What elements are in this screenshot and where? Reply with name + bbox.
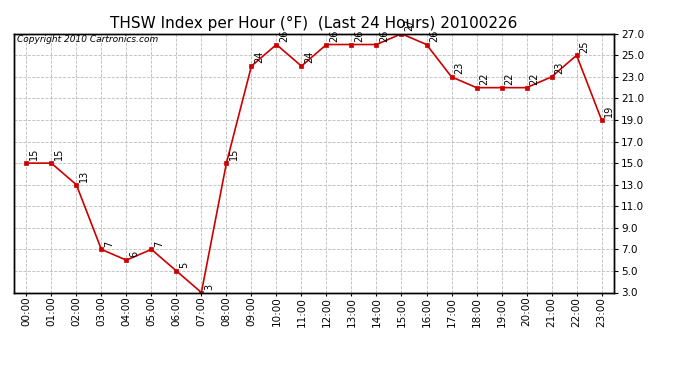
Text: 15: 15 (229, 148, 239, 160)
Text: 19: 19 (604, 105, 614, 117)
Text: 5: 5 (179, 262, 189, 268)
Text: 3: 3 (204, 284, 214, 290)
Text: 24: 24 (254, 51, 264, 63)
Text: 13: 13 (79, 170, 89, 182)
Text: 26: 26 (279, 29, 289, 42)
Text: 6: 6 (129, 251, 139, 257)
Text: 15: 15 (54, 148, 64, 160)
Text: 26: 26 (380, 29, 389, 42)
Text: 22: 22 (504, 72, 514, 85)
Text: 26: 26 (354, 29, 364, 42)
Text: 22: 22 (529, 72, 540, 85)
Text: 15: 15 (29, 148, 39, 160)
Text: 7: 7 (154, 240, 164, 247)
Text: 26: 26 (429, 29, 440, 42)
Title: THSW Index per Hour (°F)  (Last 24 Hours) 20100226: THSW Index per Hour (°F) (Last 24 Hours)… (110, 16, 518, 31)
Text: 26: 26 (329, 29, 339, 42)
Text: 24: 24 (304, 51, 314, 63)
Text: 23: 23 (554, 62, 564, 74)
Text: 25: 25 (580, 40, 589, 53)
Text: 7: 7 (104, 240, 114, 247)
Text: Copyright 2010 Cartronics.com: Copyright 2010 Cartronics.com (17, 35, 158, 44)
Text: 27: 27 (404, 18, 414, 31)
Text: 22: 22 (480, 72, 489, 85)
Text: 23: 23 (454, 62, 464, 74)
